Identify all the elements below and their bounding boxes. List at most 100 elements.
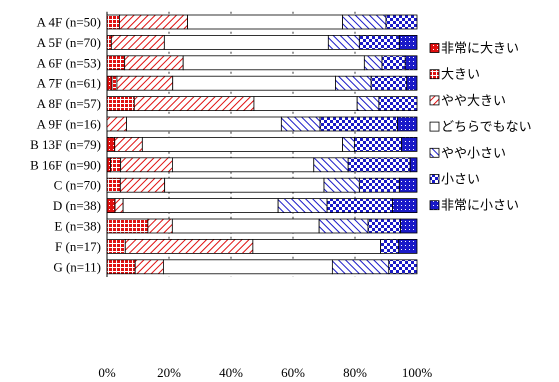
category-label: B 13F (n=79) <box>30 137 101 152</box>
bars <box>106 14 418 275</box>
bar-segment <box>381 55 406 71</box>
bar-segment <box>277 198 328 214</box>
bar-segment <box>106 96 135 111</box>
bar-segment <box>367 218 401 234</box>
bar-segment <box>313 157 349 173</box>
bar-segment <box>253 96 358 111</box>
bar-segment <box>114 198 124 214</box>
category-label: A 7F (n=61) <box>37 76 101 91</box>
bar-segment <box>119 14 188 30</box>
bar-segment <box>163 259 333 275</box>
bar-segment <box>164 177 325 193</box>
legend-label: どちらでもない <box>441 120 532 135</box>
bar-segment <box>392 198 418 214</box>
bar-segment <box>358 35 400 50</box>
bar-segment <box>110 157 122 173</box>
bar-segment <box>356 96 380 111</box>
bar-segment <box>119 177 166 193</box>
bar-segment <box>280 116 321 132</box>
category-label: C (n=70) <box>54 178 101 193</box>
bar-segment <box>398 35 418 50</box>
bar-segment <box>404 55 418 71</box>
bar-segment <box>406 75 418 91</box>
bar-segment <box>110 35 165 50</box>
x-tick-label: 0% <box>98 365 116 380</box>
x-tick-label: 80% <box>343 365 367 380</box>
bar-segment <box>106 259 136 275</box>
bar-segment <box>106 238 126 254</box>
legend-label: やや小さい <box>441 146 506 161</box>
bar-segment <box>400 218 418 234</box>
bar-segment <box>331 259 390 275</box>
bar-segment <box>318 218 369 234</box>
bar-segment <box>370 75 408 91</box>
bar-segment <box>163 35 329 50</box>
bar-segment <box>347 157 411 173</box>
bar-segment <box>114 136 143 152</box>
bar-segment <box>401 136 418 152</box>
bar-segment <box>323 177 360 193</box>
bar-segment <box>124 55 184 71</box>
bar-segment <box>106 198 116 214</box>
bar-segment <box>353 136 402 152</box>
x-tick-label: 40% <box>219 365 243 380</box>
bar-segment <box>122 198 279 214</box>
legend-label: 小さい <box>441 173 480 188</box>
bar-segment <box>106 116 127 132</box>
category-label: B 16F (n=90) <box>30 157 101 172</box>
legend-swatch <box>429 174 440 184</box>
legend-swatch <box>429 69 440 80</box>
category-label: A 6F (n=53) <box>37 55 101 70</box>
bar-segment <box>106 35 112 50</box>
bar-segment <box>182 55 365 71</box>
bar-segment <box>106 136 116 152</box>
category-label: E (n=38) <box>54 219 101 234</box>
bar-segment <box>397 116 418 132</box>
legend-label: やや大きい <box>441 94 506 109</box>
bar-segment <box>116 75 174 91</box>
category-label: D (n=38) <box>53 198 101 213</box>
bar-segment <box>363 55 383 71</box>
category-label: G (n=11) <box>53 259 101 274</box>
category-label: F (n=17) <box>55 239 101 254</box>
legend-label: 非常に大きい <box>441 42 519 57</box>
bar-segment <box>335 75 372 91</box>
category-labels: A 4F (n=50) A 5F (n=70) A 6F (n=53) A 7F (n… <box>30 15 101 275</box>
bar-segment <box>134 259 164 275</box>
bar-segment <box>358 177 400 193</box>
bar-segment <box>106 177 121 193</box>
bar-segment <box>187 14 344 30</box>
bar-segment <box>342 136 355 152</box>
bar-segment <box>252 238 381 254</box>
legend-swatch <box>429 43 440 53</box>
bar-segment <box>106 75 113 91</box>
bar-segment <box>319 116 398 132</box>
legend-label: 非常に小さい <box>441 199 519 214</box>
bar-segment <box>126 116 282 132</box>
bar-segment <box>120 157 173 173</box>
bar-segment <box>172 75 336 91</box>
category-label: A 5F (n=70) <box>37 35 101 50</box>
bar-segment <box>124 238 254 254</box>
x-tick-label: 100% <box>402 365 433 380</box>
legend-label: 大きい <box>441 68 480 83</box>
bar-segment <box>106 218 149 234</box>
bar-segment <box>326 198 393 214</box>
bar-segment <box>398 177 418 193</box>
bar-segment <box>378 96 418 111</box>
bar-segment <box>111 75 118 91</box>
legend-swatch <box>429 147 440 158</box>
bar-segment <box>342 14 387 30</box>
bar-segment <box>385 14 418 30</box>
legend-swatch <box>429 121 440 132</box>
bar-segment <box>106 14 120 30</box>
category-label: A 9F (n=16) <box>37 117 101 132</box>
bar-segment <box>327 35 360 50</box>
bar-segment <box>133 96 255 111</box>
bar-segment <box>409 157 418 173</box>
bar-segment <box>398 238 418 254</box>
bar-segment <box>106 157 111 173</box>
x-axis-ticks: 0% 20% 40% 60% 80% 100% <box>98 365 432 380</box>
